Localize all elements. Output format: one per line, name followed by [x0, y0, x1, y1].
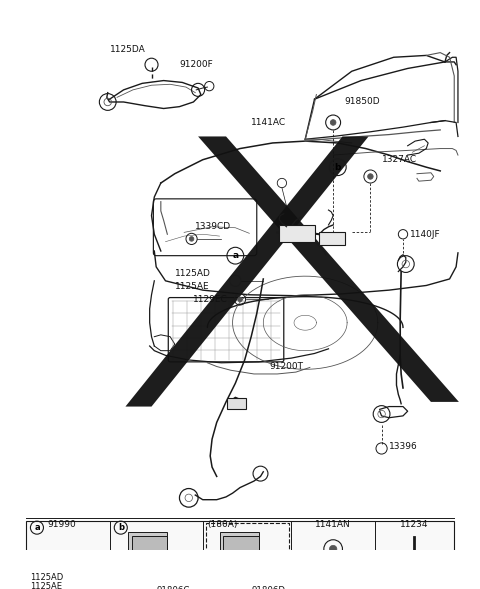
Text: 91850D: 91850D [344, 98, 380, 107]
Bar [128, 532, 168, 560]
Text: 1129EC: 1129EC [193, 295, 228, 304]
Bar [279, 225, 314, 241]
Text: 1141AC: 1141AC [251, 118, 286, 127]
Text: 1125AD: 1125AD [30, 573, 64, 581]
Bar [128, 560, 180, 581]
Text: 91806C: 91806C [156, 585, 190, 589]
Text: 91200T: 91200T [270, 362, 304, 371]
Text: 1141AN: 1141AN [315, 520, 351, 530]
Text: 91200F: 91200F [180, 60, 213, 70]
Text: 1339CD: 1339CD [195, 222, 231, 231]
Text: 1125DA: 1125DA [109, 45, 145, 54]
Bar [319, 233, 345, 246]
Text: 1125AE: 1125AE [30, 582, 62, 589]
Circle shape [238, 297, 242, 302]
Text: 91990: 91990 [47, 520, 76, 530]
Text: 1140JF: 1140JF [409, 230, 440, 239]
Text: b: b [335, 163, 341, 171]
Text: a: a [232, 251, 239, 260]
Circle shape [368, 174, 373, 179]
Bar [26, 521, 454, 589]
Text: 1125AE: 1125AE [175, 282, 209, 291]
Text: a: a [34, 523, 40, 532]
Polygon shape [125, 137, 369, 406]
Circle shape [189, 237, 194, 241]
Text: 11234: 11234 [400, 520, 429, 530]
Bar [132, 560, 179, 575]
Text: (180A): (180A) [207, 520, 238, 530]
Bar [227, 398, 246, 409]
Bar [205, 523, 289, 589]
Bar [223, 560, 270, 575]
Bar [219, 560, 271, 581]
Polygon shape [198, 137, 459, 402]
Text: b: b [118, 523, 124, 532]
Text: 13396: 13396 [389, 442, 418, 451]
Bar [219, 532, 259, 560]
Text: 1327AC: 1327AC [382, 155, 417, 164]
Bar [132, 536, 168, 553]
Text: 1125AD: 1125AD [175, 269, 211, 278]
Bar [223, 536, 259, 553]
Text: 91806D: 91806D [251, 585, 285, 589]
Circle shape [329, 545, 337, 553]
Circle shape [330, 120, 336, 125]
